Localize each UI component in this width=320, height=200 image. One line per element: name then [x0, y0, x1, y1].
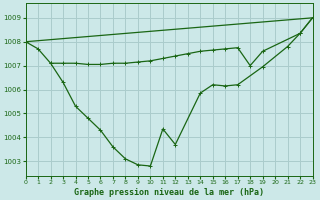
- X-axis label: Graphe pression niveau de la mer (hPa): Graphe pression niveau de la mer (hPa): [74, 188, 264, 197]
